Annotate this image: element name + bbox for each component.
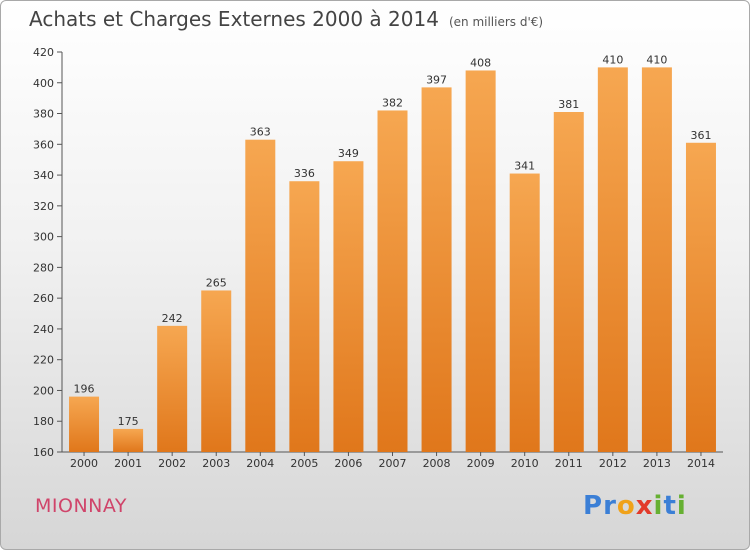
value-labels: 196 175 242 265 363 336 349 382 397 408 341 381 410 4… [74, 53, 712, 428]
y-tick-label: 360 [33, 138, 54, 151]
bar-2007 [377, 110, 408, 452]
logo-letter: o [616, 491, 636, 521]
y-tick-label: 420 [33, 46, 54, 59]
x-tick-label-2013: 2013 [643, 457, 671, 470]
value-label-2009: 408 [470, 56, 491, 69]
x-tick-label-2002: 2002 [158, 457, 186, 470]
y-tick-label: 180 [33, 415, 54, 428]
logo-letter: i [676, 491, 687, 521]
y-tick-label: 200 [33, 384, 54, 397]
value-label-2014: 361 [690, 129, 711, 142]
logo-letter: i [653, 491, 664, 521]
y-tick-labels: 160 180 200 220 240 260 280 300 320 340 360 380 400 4… [33, 46, 62, 459]
bar-2000 [69, 396, 100, 452]
x-tick-label-2014: 2014 [687, 457, 715, 470]
x-tick-label-2006: 2006 [334, 457, 362, 470]
bar-2014 [685, 142, 716, 452]
value-label-2005: 336 [294, 167, 315, 180]
y-tick-label: 340 [33, 169, 54, 182]
bar-2008 [421, 87, 452, 452]
y-tick-label: 220 [33, 354, 54, 367]
bar-2001 [113, 428, 144, 452]
x-tick-label-2009: 2009 [467, 457, 495, 470]
value-label-2002: 242 [162, 312, 183, 325]
bar-2006 [333, 161, 364, 452]
value-label-2006: 349 [338, 147, 359, 160]
value-label-2013: 410 [646, 53, 667, 66]
logo-letter: r [603, 491, 617, 521]
bar-2005 [289, 181, 320, 452]
chart-title-block: Achats et Charges Externes 2000 à 2014 (e… [29, 7, 543, 31]
x-tick-label-2012: 2012 [599, 457, 627, 470]
x-tick-label-2010: 2010 [511, 457, 539, 470]
y-tick-label: 260 [33, 292, 54, 305]
x-tick-label-2004: 2004 [246, 457, 274, 470]
bar-2002 [157, 325, 188, 452]
proxiti-logo[interactable]: Proxiti [583, 491, 687, 521]
logo-letter: t [663, 491, 677, 521]
value-label-2004: 363 [250, 126, 271, 139]
bar-2010 [509, 173, 540, 453]
value-label-2001: 175 [118, 415, 139, 428]
bar-2012 [597, 67, 628, 452]
bar-2013 [641, 67, 672, 452]
x-tick-label-2003: 2003 [202, 457, 230, 470]
x-tick-label-2001: 2001 [114, 457, 142, 470]
x-tick-label-2007: 2007 [379, 457, 407, 470]
y-tick-label: 160 [33, 446, 54, 459]
x-tick-label-2008: 2008 [423, 457, 451, 470]
value-label-2007: 382 [382, 96, 403, 109]
bars [69, 67, 716, 453]
bar-2003 [201, 290, 232, 452]
x-tick-labels: 2000 2001 2002 2003 2004 2005 2006 2007 2008 2009… [70, 452, 715, 470]
value-label-2008: 397 [426, 73, 447, 86]
y-tick-label: 400 [33, 77, 54, 90]
y-tick-label: 240 [33, 323, 54, 336]
chart-subtitle: (en milliers d'€) [448, 15, 544, 29]
logo-letter: P [583, 491, 604, 521]
x-tick-label-2005: 2005 [290, 457, 318, 470]
chart-title: Achats et Charges Externes 2000 à 2014 [29, 7, 439, 31]
y-tick-label: 300 [33, 231, 54, 244]
value-label-2000: 196 [74, 383, 95, 396]
bar-2004 [245, 139, 276, 452]
commune-name: MIONNAY [35, 495, 128, 517]
y-tick-label: 320 [33, 200, 54, 213]
value-label-2010: 341 [514, 160, 535, 173]
value-label-2012: 410 [602, 53, 623, 66]
x-tick-label-2000: 2000 [70, 457, 98, 470]
bar-2011 [553, 112, 584, 452]
logo-letter: x [635, 491, 654, 521]
y-tick-label: 380 [33, 108, 54, 121]
value-label-2011: 381 [558, 98, 579, 111]
x-tick-label-2011: 2011 [555, 457, 583, 470]
value-label-2003: 265 [206, 276, 227, 289]
bar-2009 [465, 70, 496, 452]
y-tick-label: 280 [33, 261, 54, 274]
